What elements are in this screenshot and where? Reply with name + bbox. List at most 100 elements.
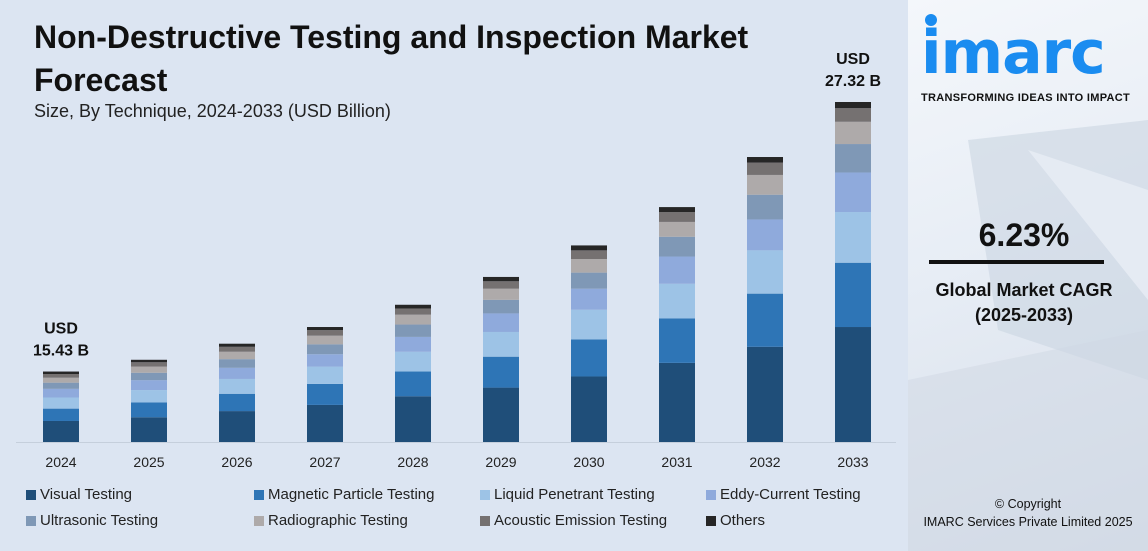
bar-2026-acoustic-emission-testing: [219, 346, 255, 352]
bar-2033-magnetic-particle-testing: [835, 262, 871, 328]
bar-2031-acoustic-emission-testing: [659, 212, 695, 222]
bar-2026-magnetic-particle-testing: [219, 393, 255, 412]
legend-swatch: [26, 489, 36, 500]
bar-2027-eddy-current-testing: [307, 354, 343, 367]
bar-2028-visual-testing: [395, 396, 431, 442]
background-decoration: [908, 120, 1148, 551]
bar-2031-eddy-current-testing: [659, 256, 695, 284]
x-tick-label: 2027: [309, 454, 340, 470]
bar-2026-liquid-penetrant-testing: [219, 378, 255, 394]
bar-2028-acoustic-emission-testing: [395, 308, 431, 315]
legend-swatch: [254, 515, 264, 526]
legend-swatch: [26, 515, 36, 526]
bar-2026-eddy-current-testing: [219, 367, 255, 379]
bar-2032-eddy-current-testing: [747, 219, 783, 251]
bar-2026-ultrasonic-testing: [219, 359, 255, 368]
bar-2033-visual-testing: [835, 327, 871, 442]
bar-2024-acoustic-emission-testing: [43, 374, 79, 378]
bar-2029-others: [483, 276, 519, 282]
bar-2025-magnetic-particle-testing: [131, 402, 167, 418]
total-annotation-line1: USD: [44, 321, 78, 338]
bar-2027-others: [307, 327, 343, 331]
legend-label: Ultrasonic Testing: [40, 512, 159, 529]
bar-2032-magnetic-particle-testing: [747, 293, 783, 347]
bar-2027-acoustic-emission-testing: [307, 330, 343, 336]
bar-2033-liquid-penetrant-testing: [835, 212, 871, 263]
legend-label: Visual Testing: [40, 486, 133, 503]
bar-2030-ultrasonic-testing: [571, 272, 607, 289]
stacked-bar-chart: 2024 USD 15.43 B 2025 2026 2027 2028 2029 2030 20…: [16, 51, 896, 470]
bar-2032-acoustic-emission-testing: [747, 162, 783, 175]
bar-2031-visual-testing: [659, 362, 695, 442]
legend-label: Others: [720, 512, 766, 529]
legend-swatch: [706, 489, 716, 500]
copyright-line1: © Copyright: [994, 497, 1062, 511]
bar-2032-others: [747, 157, 783, 163]
bar-2030-radiographic-testing: [571, 259, 607, 273]
bar-2026-visual-testing: [219, 411, 255, 442]
bar-2027-ultrasonic-testing: [307, 344, 343, 355]
cagr-label-line1: Global Market CAGR: [935, 280, 1113, 300]
bar-2031-others: [659, 207, 695, 213]
bar-2025-acoustic-emission-testing: [131, 362, 167, 367]
bar-2032-visual-testing: [747, 346, 783, 442]
bar-2027-radiographic-testing: [307, 335, 343, 345]
bar-2030-acoustic-emission-testing: [571, 250, 607, 260]
bar-2028-ultrasonic-testing: [395, 324, 431, 337]
bar-2024-visual-testing: [43, 420, 79, 442]
bar-2025-ultrasonic-testing: [131, 372, 167, 381]
bar-2033-acoustic-emission-testing: [835, 108, 871, 122]
legend-item: Others: [706, 512, 765, 529]
bar-2028-eddy-current-testing: [395, 336, 431, 352]
total-annotation-line2: 15.43 B: [33, 343, 89, 360]
bar-2032-ultrasonic-testing: [747, 194, 783, 220]
x-tick-label: 2028: [397, 454, 428, 470]
x-tick-label: 2031: [661, 454, 692, 470]
x-tick-label: 2026: [221, 454, 252, 470]
bar-2033-ultrasonic-testing: [835, 144, 871, 173]
bar-2025-eddy-current-testing: [131, 380, 167, 391]
bar-2032-liquid-penetrant-testing: [747, 250, 783, 294]
bar-2029-magnetic-particle-testing: [483, 356, 519, 388]
bar-2029-radiographic-testing: [483, 288, 519, 300]
legend-item: Eddy-Current Testing: [706, 486, 861, 503]
legend-label: Acoustic Emission Testing: [494, 512, 668, 529]
bar-2031-radiographic-testing: [659, 221, 695, 237]
bar-2029-acoustic-emission-testing: [483, 281, 519, 289]
x-tick-label: 2029: [485, 454, 516, 470]
bar-2028-liquid-penetrant-testing: [395, 351, 431, 372]
bar-2025-others: [131, 359, 167, 363]
bar-2024-liquid-penetrant-testing: [43, 397, 79, 409]
bar-2029-visual-testing: [483, 387, 519, 442]
bar-2031-liquid-penetrant-testing: [659, 283, 695, 319]
legend-swatch: [254, 489, 264, 500]
cagr-value: 6.23%: [978, 217, 1070, 253]
bar-2025-liquid-penetrant-testing: [131, 390, 167, 403]
bar-2031-magnetic-particle-testing: [659, 318, 695, 363]
legend-item: Magnetic Particle Testing: [254, 486, 434, 503]
bar-2028-radiographic-testing: [395, 314, 431, 325]
cagr-label: Global Market CAGR (2025-2033): [908, 278, 1140, 328]
total-annotation-line2: 27.32 B: [825, 73, 881, 90]
logo-text: imarc: [921, 18, 1106, 88]
bar-2029-eddy-current-testing: [483, 313, 519, 332]
legend-swatch: [480, 515, 490, 526]
bar-2030-magnetic-particle-testing: [571, 339, 607, 377]
legend-label: Eddy-Current Testing: [720, 486, 861, 503]
bar-2024-others: [43, 371, 79, 374]
bar-2031-ultrasonic-testing: [659, 236, 695, 257]
bar-2033-others: [835, 102, 871, 109]
bar-2024-radiographic-testing: [43, 377, 79, 383]
total-annotation-line1: USD: [836, 51, 870, 68]
legend-item: Visual Testing: [26, 486, 132, 503]
bar-2032-radiographic-testing: [747, 174, 783, 195]
chart-subtitle: Size, By Technique, 2024-2033 (USD Billi…: [34, 101, 391, 121]
x-tick-label: 2032: [749, 454, 780, 470]
imarc-logo: imarc TRANSFORMING IDEAS INTO IMPACT: [921, 14, 1136, 104]
legend-swatch: [480, 489, 490, 500]
logo-dot: [925, 14, 937, 26]
bar-2029-ultrasonic-testing: [483, 299, 519, 314]
chart-title: Non-Destructive Testing and Inspection M…: [34, 19, 749, 98]
bar-2028-magnetic-particle-testing: [395, 371, 431, 397]
bar-2027-liquid-penetrant-testing: [307, 366, 343, 384]
